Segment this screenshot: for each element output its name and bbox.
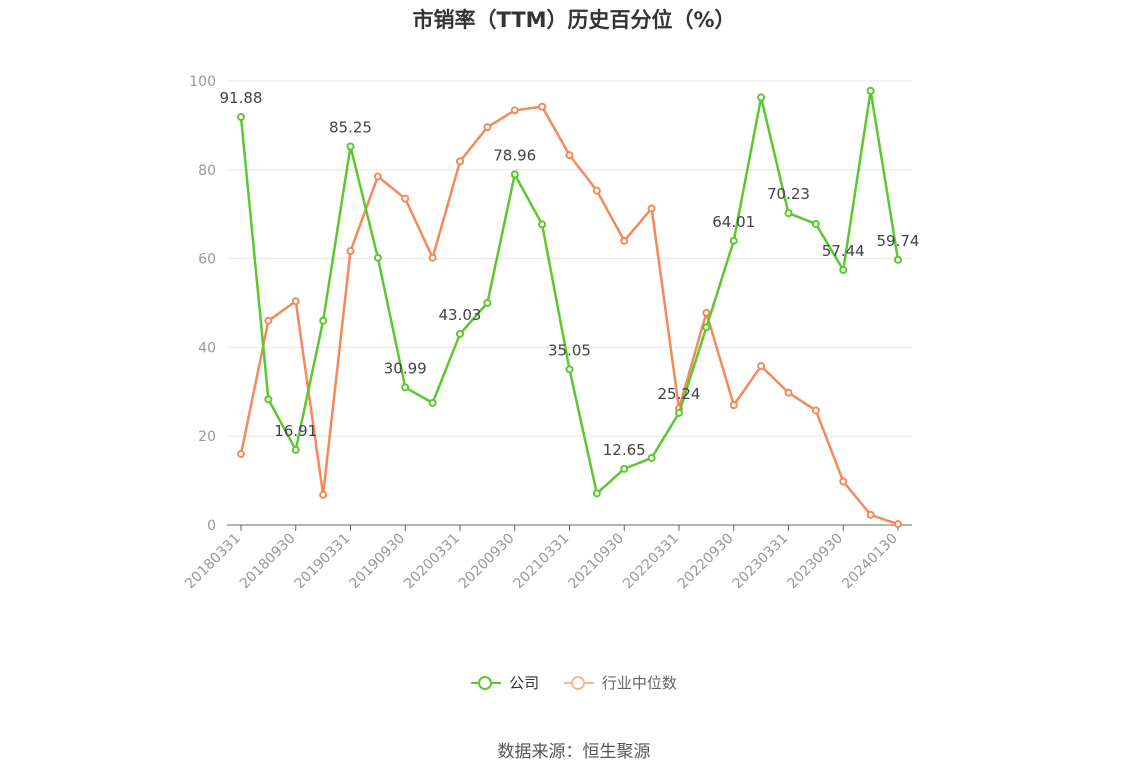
legend-item-company[interactable]: 公司 bbox=[471, 672, 539, 693]
data-point-industry bbox=[237, 449, 245, 458]
data-point-industry bbox=[346, 247, 355, 256]
y-tick-label: 40 bbox=[198, 340, 216, 356]
data-label: 70.23 bbox=[767, 185, 810, 203]
data-point-company bbox=[237, 113, 245, 122]
y-tick-label: 20 bbox=[198, 429, 216, 445]
data-point-company bbox=[675, 408, 683, 417]
data-point-company bbox=[373, 253, 382, 262]
data-label: 30.99 bbox=[384, 359, 427, 377]
data-point-company bbox=[894, 255, 902, 264]
data-label: 16.91 bbox=[274, 422, 317, 440]
chart-legend: 公司 行业中位数 bbox=[0, 672, 1148, 694]
x-tick-label: 20180930 bbox=[237, 531, 299, 593]
chart-title: 市销率（TTM）历史百分位（%） bbox=[412, 8, 736, 32]
data-point-industry bbox=[428, 253, 437, 262]
data-point-company bbox=[319, 316, 328, 325]
x-tick-label: 20190930 bbox=[346, 531, 408, 593]
x-tick-label: 20200331 bbox=[401, 531, 463, 593]
data-point-company bbox=[346, 142, 355, 151]
data-point-company bbox=[592, 489, 601, 498]
data-point-company bbox=[866, 86, 875, 95]
legend-company-label: 公司 bbox=[509, 674, 540, 692]
x-tick-label: 20210331 bbox=[511, 531, 573, 593]
data-point-company bbox=[565, 365, 574, 374]
data-point-company bbox=[510, 170, 519, 179]
data-point-company bbox=[456, 329, 464, 338]
data-point-industry bbox=[538, 102, 547, 111]
data-point-company bbox=[729, 236, 738, 245]
legend-industry-label: 行业中位数 bbox=[601, 674, 677, 692]
data-point-industry bbox=[757, 362, 766, 371]
data-point-industry bbox=[264, 316, 273, 325]
data-label: 35.05 bbox=[548, 341, 591, 359]
data-point-company bbox=[620, 464, 629, 473]
data-point-company bbox=[401, 383, 410, 392]
x-tick-label: 20230331 bbox=[730, 531, 792, 593]
x-tick-label: 20230930 bbox=[784, 531, 846, 593]
data-point-industry bbox=[894, 520, 902, 529]
data-point-company bbox=[483, 299, 492, 307]
data-point-company bbox=[811, 219, 820, 228]
data-label: 12.65 bbox=[603, 441, 646, 459]
y-tick-label: 60 bbox=[198, 252, 216, 268]
data-point-industry bbox=[565, 151, 574, 160]
data-point-company bbox=[264, 395, 273, 404]
data-point-industry bbox=[729, 401, 738, 410]
line-chart: 0 20 40 60 80 100 2018033120180930201903312019… bbox=[182, 74, 920, 593]
data-point-industry bbox=[839, 477, 848, 486]
data-point-industry bbox=[620, 236, 629, 245]
data-point-industry bbox=[866, 510, 875, 519]
data-label: 78.96 bbox=[493, 146, 536, 164]
data-point-company bbox=[538, 220, 547, 229]
data-label: 85.25 bbox=[329, 118, 372, 136]
data-point-industry bbox=[811, 406, 820, 415]
legend-company-marker-icon bbox=[471, 675, 502, 690]
data-label: 43.03 bbox=[439, 306, 482, 324]
data-point-industry bbox=[592, 186, 601, 195]
data-label: 64.01 bbox=[712, 213, 755, 231]
data-source-note: 数据来源：恒生聚源 bbox=[497, 742, 651, 762]
x-tick-label: 20200930 bbox=[456, 531, 518, 593]
data-point-company bbox=[647, 453, 656, 462]
y-tick-label: 0 bbox=[207, 518, 216, 534]
data-label: 59.74 bbox=[877, 232, 920, 250]
data-point-company bbox=[784, 209, 793, 218]
data-point-company bbox=[291, 445, 300, 454]
y-tick-label: 100 bbox=[189, 74, 216, 90]
data-point-company bbox=[839, 265, 848, 274]
data-label: 91.88 bbox=[220, 89, 263, 107]
data-point-industry bbox=[702, 308, 711, 317]
x-tick-label: 20180331 bbox=[182, 531, 244, 593]
legend-item-industry[interactable]: 行业中位数 bbox=[563, 672, 677, 693]
data-point-industry bbox=[373, 172, 382, 181]
x-tick-label: 20190331 bbox=[292, 531, 354, 593]
data-point-company bbox=[757, 93, 766, 102]
x-tick-label: 20220930 bbox=[675, 531, 737, 593]
data-point-industry bbox=[483, 123, 492, 132]
data-point-industry bbox=[784, 388, 793, 397]
data-point-company bbox=[702, 323, 711, 332]
legend-industry-marker-icon bbox=[563, 675, 594, 690]
x-tick-label: 20240130 bbox=[839, 531, 901, 593]
data-point-company bbox=[428, 398, 437, 407]
x-tick-label: 20210930 bbox=[565, 531, 627, 593]
data-point-industry bbox=[401, 194, 410, 203]
data-label: 57.44 bbox=[822, 242, 865, 260]
data-label: 25.24 bbox=[658, 385, 701, 403]
data-point-industry bbox=[647, 204, 656, 213]
data-point-industry bbox=[291, 297, 300, 306]
data-point-industry bbox=[319, 490, 328, 499]
data-point-industry bbox=[510, 106, 519, 115]
y-tick-label: 80 bbox=[198, 163, 216, 179]
x-tick-label: 20220331 bbox=[620, 531, 682, 593]
data-point-industry bbox=[456, 157, 464, 166]
